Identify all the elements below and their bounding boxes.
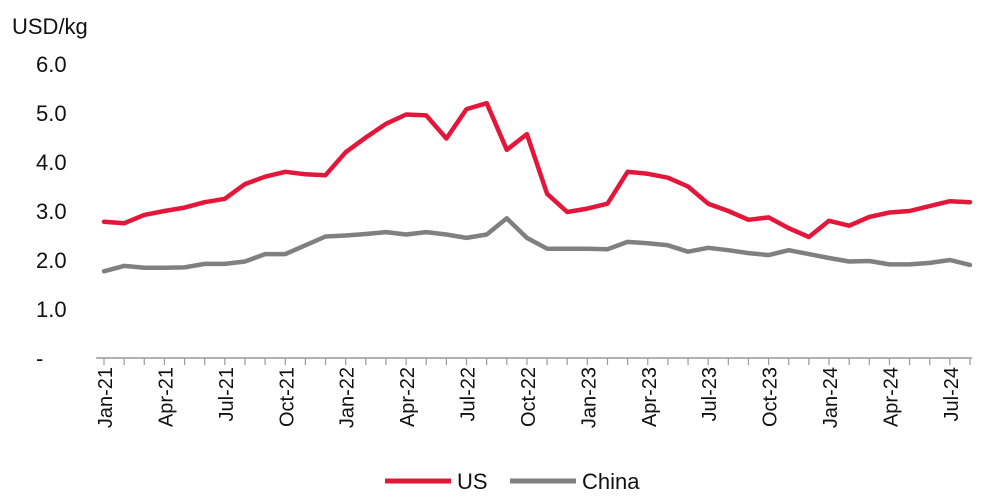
x-tick-label: Apr-22 [397,367,419,427]
y-tick-label: 6.0 [36,52,67,77]
x-tick-label: Jul-24 [941,367,963,421]
x-tick-label: Jan-21 [95,367,117,428]
legend: US China [385,469,640,494]
y-tick-label: 2.0 [36,248,67,273]
x-tick-label: Apr-21 [155,367,177,427]
legend-label-china: China [582,469,640,494]
x-tick-label: Jul-22 [458,367,480,421]
x-tick-label: Jan-22 [337,367,359,428]
y-tick-label: 1.0 [36,297,67,322]
y-tick-label: - [36,346,43,371]
x-tick-label: Oct-22 [518,367,540,427]
y-tick-label: 5.0 [36,101,67,126]
series-line-us [101,100,973,240]
x-tick-label: Jul-23 [699,367,721,421]
x-tick-label: Jan-23 [578,367,600,428]
x-tick-label: Apr-23 [639,367,661,427]
x-axis-ticks: Jan-21 Apr-21 Jul-21 Oct-21 Jan-22 Apr-22 Jul-… [95,358,971,428]
series-lines [101,100,973,274]
series-line-china [101,216,973,274]
x-tick-label: Apr-24 [880,367,902,427]
legend-label-us: US [457,469,488,494]
x-tick-label: Jan-24 [820,367,842,428]
x-tick-label: Oct-23 [760,367,782,427]
x-tick-label: Oct-21 [276,367,298,427]
y-tick-label: 3.0 [36,199,67,224]
y-axis-label: USD/kg [12,14,88,39]
x-tick-label: Jul-21 [216,367,238,421]
y-axis-ticks: - 1.0 2.0 3.0 4.0 5.0 6.0 [36,52,67,371]
y-tick-label: 4.0 [36,150,67,175]
